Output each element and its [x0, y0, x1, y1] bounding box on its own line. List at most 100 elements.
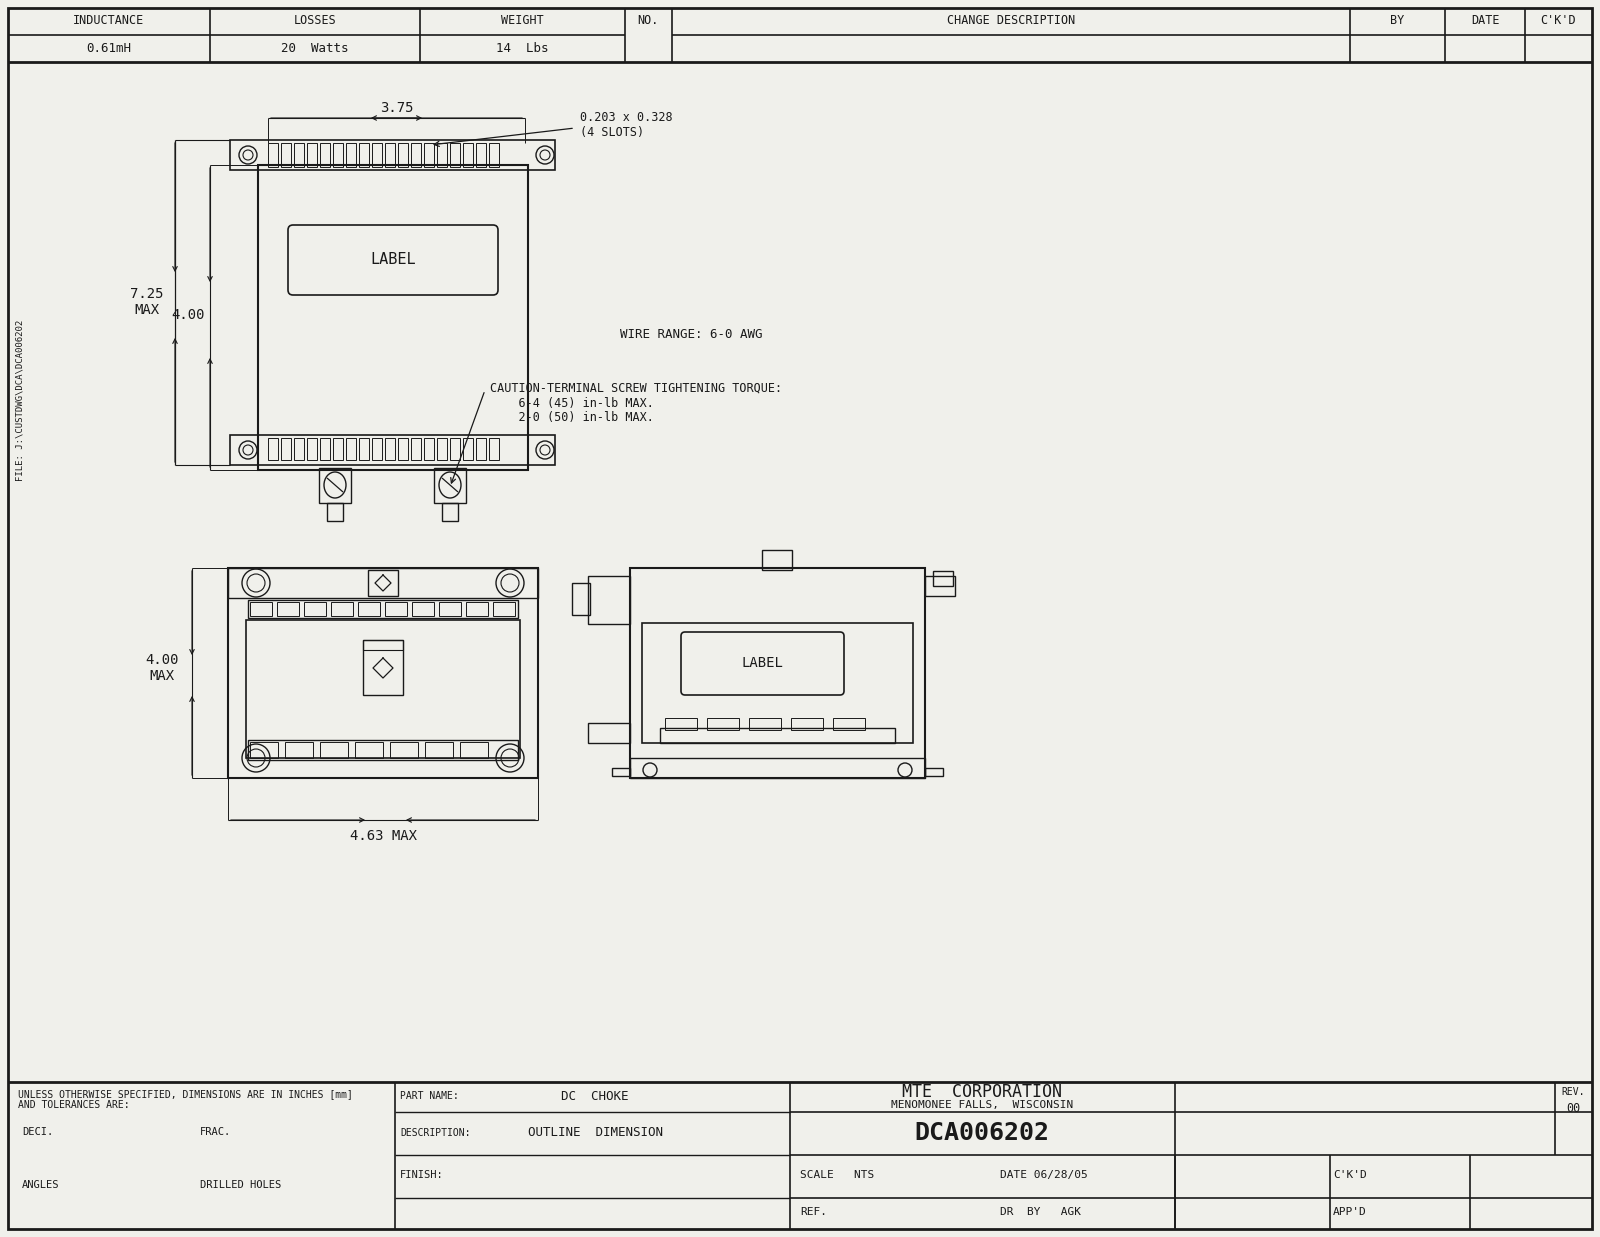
Bar — [437, 438, 446, 460]
Text: DECI.: DECI. — [22, 1127, 53, 1137]
Bar — [333, 438, 342, 460]
Bar — [358, 438, 370, 460]
Bar — [666, 717, 698, 730]
Bar — [282, 438, 291, 460]
Bar — [371, 143, 382, 167]
Text: WEIGHT: WEIGHT — [501, 15, 544, 27]
Bar — [269, 143, 278, 167]
Bar — [661, 729, 894, 743]
Text: 20  Watts: 20 Watts — [282, 42, 349, 54]
Bar — [294, 143, 304, 167]
Bar — [250, 742, 278, 758]
Bar — [589, 576, 630, 623]
Bar — [346, 438, 355, 460]
Text: DATE 06/28/05: DATE 06/28/05 — [1000, 1170, 1088, 1180]
Bar — [424, 143, 434, 167]
Bar — [307, 438, 317, 460]
Bar — [437, 143, 446, 167]
Bar — [925, 768, 942, 776]
Text: C'K'D: C'K'D — [1333, 1170, 1366, 1180]
Bar — [573, 583, 590, 615]
Bar — [450, 143, 461, 167]
Bar — [426, 742, 453, 758]
Bar — [318, 468, 350, 503]
Bar — [230, 435, 555, 465]
Bar — [490, 438, 499, 460]
Text: DCA006202: DCA006202 — [915, 1121, 1050, 1145]
Text: APP'D: APP'D — [1333, 1207, 1366, 1217]
Bar — [630, 758, 925, 778]
Bar — [834, 717, 866, 730]
Bar — [320, 742, 349, 758]
Text: CHANGE DESCRIPTION: CHANGE DESCRIPTION — [947, 15, 1075, 27]
Text: C'K'D: C'K'D — [1541, 15, 1576, 27]
Text: DRILLED HOLES: DRILLED HOLES — [200, 1180, 282, 1190]
Text: LOSSES: LOSSES — [294, 15, 336, 27]
Text: ANGLES: ANGLES — [22, 1180, 59, 1190]
Text: 2-0 (50) in-lb MAX.: 2-0 (50) in-lb MAX. — [490, 412, 654, 424]
Text: PART NAME:: PART NAME: — [400, 1091, 459, 1101]
Text: SCALE   NTS: SCALE NTS — [800, 1170, 874, 1180]
Bar — [285, 742, 314, 758]
Text: 4.00: 4.00 — [171, 308, 205, 322]
Text: LABEL: LABEL — [370, 252, 416, 267]
Text: DC  CHOKE: DC CHOKE — [562, 1090, 629, 1102]
Bar — [358, 143, 370, 167]
Bar — [925, 576, 955, 596]
Bar — [371, 438, 382, 460]
Bar — [707, 717, 739, 730]
Bar — [248, 600, 518, 618]
Text: BY: BY — [1390, 15, 1405, 27]
Bar — [462, 143, 474, 167]
Bar — [294, 438, 304, 460]
Bar — [333, 143, 342, 167]
Text: MTE  CORPORATION: MTE CORPORATION — [902, 1084, 1062, 1101]
Bar — [442, 503, 458, 521]
Bar — [248, 740, 518, 760]
Bar — [461, 742, 488, 758]
Bar — [390, 742, 418, 758]
Text: MENOMONEE FALLS,  WISCONSIN: MENOMONEE FALLS, WISCONSIN — [891, 1100, 1074, 1110]
Text: OUTLINE  DIMENSION: OUTLINE DIMENSION — [528, 1127, 662, 1139]
Bar — [493, 602, 515, 616]
Text: DESCRIPTION:: DESCRIPTION: — [400, 1128, 470, 1138]
Text: 0.203 x 0.328
(4 SLOTS): 0.203 x 0.328 (4 SLOTS) — [579, 111, 672, 139]
Bar — [355, 742, 382, 758]
Bar — [790, 717, 822, 730]
Bar — [411, 438, 421, 460]
Text: 3.75: 3.75 — [381, 101, 414, 115]
Bar — [462, 438, 474, 460]
Text: DR  BY   AGK: DR BY AGK — [1000, 1207, 1082, 1217]
Bar — [434, 468, 466, 503]
Text: 00: 00 — [1566, 1101, 1581, 1115]
Text: LABEL: LABEL — [741, 656, 782, 670]
Text: 14  Lbs: 14 Lbs — [496, 42, 549, 54]
Bar — [490, 143, 499, 167]
Bar — [358, 602, 381, 616]
Bar — [250, 602, 272, 616]
Bar — [363, 640, 403, 649]
Bar — [413, 602, 434, 616]
Text: 0.61mH: 0.61mH — [86, 42, 131, 54]
Bar — [589, 722, 630, 743]
Bar — [450, 438, 461, 460]
Text: FRAC.: FRAC. — [200, 1127, 232, 1137]
Bar — [320, 143, 330, 167]
Bar — [398, 143, 408, 167]
Text: FINISH:: FINISH: — [400, 1170, 443, 1180]
Bar — [749, 717, 781, 730]
Text: 6-4 (45) in-lb MAX.: 6-4 (45) in-lb MAX. — [490, 397, 654, 409]
Text: CAUTION-TERMINAL SCREW TIGHTENING TORQUE:: CAUTION-TERMINAL SCREW TIGHTENING TORQUE… — [490, 381, 782, 395]
Bar — [331, 602, 354, 616]
Text: REV.: REV. — [1562, 1087, 1584, 1097]
Bar — [269, 438, 278, 460]
Text: REF.: REF. — [800, 1207, 827, 1217]
Bar — [307, 143, 317, 167]
Text: DATE: DATE — [1470, 15, 1499, 27]
Bar — [477, 438, 486, 460]
Text: 4.00
MAX: 4.00 MAX — [146, 653, 179, 683]
Bar — [411, 143, 421, 167]
Bar — [346, 143, 355, 167]
Text: FILE: J:\CUSTDWG\DCA\DCA006202: FILE: J:\CUSTDWG\DCA\DCA006202 — [16, 319, 24, 481]
Bar — [368, 570, 398, 596]
